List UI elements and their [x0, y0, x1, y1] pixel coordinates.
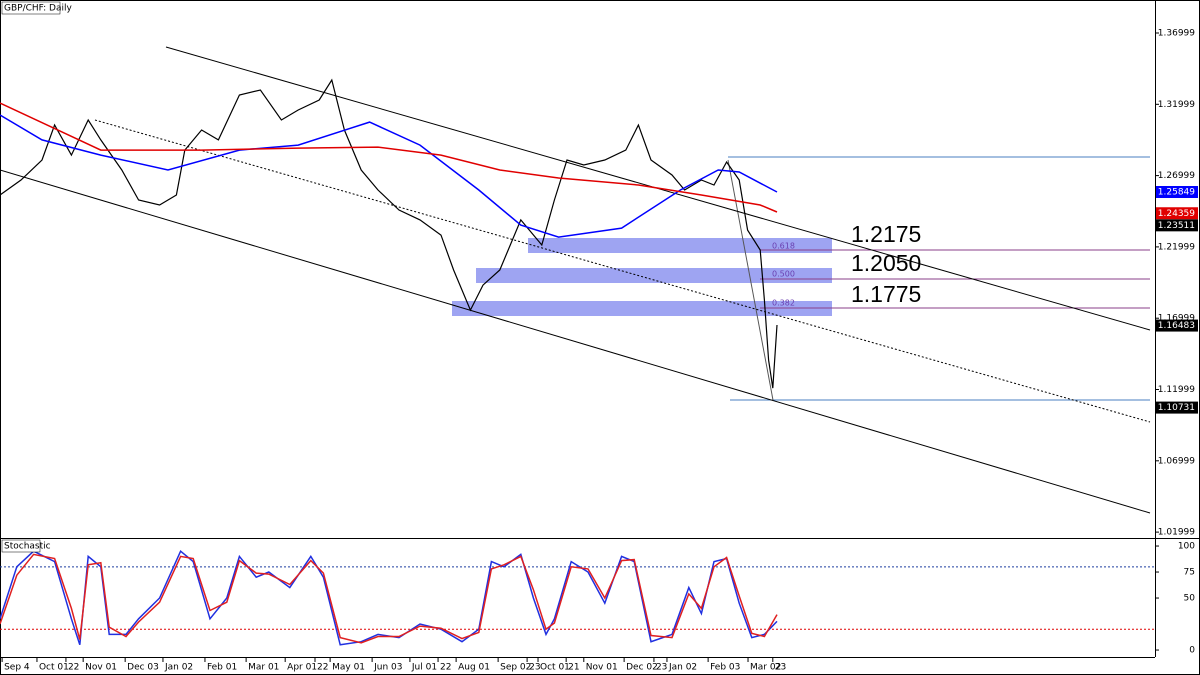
annotation: 1.2050: [851, 250, 921, 276]
x-tick-label: Nov 01: [85, 663, 117, 673]
series-line: [0, 78, 778, 389]
channel-lower: [0, 169, 1151, 514]
y-tick-label: 1.36999: [1158, 29, 1195, 39]
y-tick-label: 1.11999: [1158, 385, 1195, 395]
y-tick-label: 75: [1184, 568, 1195, 578]
price-tag: [1156, 207, 1198, 220]
x-tick-label: Jun 03: [373, 663, 402, 673]
fib-zone: [452, 301, 832, 316]
price-tag-label: 1.24359: [1158, 209, 1195, 219]
x-tick-label: Sep 4: [4, 663, 30, 673]
y-tick-label: 1.26999: [1158, 171, 1195, 181]
price-tag: [1156, 219, 1198, 232]
fib-zone: [528, 238, 832, 253]
y-tick-label: 1.01999: [1158, 528, 1195, 538]
fib-label: 0.618: [772, 242, 795, 251]
x-tick-label: Dec 02: [626, 663, 658, 673]
x-tick-label: Feb 03: [710, 663, 740, 673]
x-tick-label: 22: [317, 663, 328, 673]
x-tick-label: 23: [775, 663, 786, 673]
fib-label: 0.500: [772, 270, 795, 279]
y-tick-label: 0: [1189, 646, 1195, 656]
x-tick-label: Jan 02: [164, 663, 193, 673]
x-tick-label: Dec 03: [127, 663, 159, 673]
y-tick-label: 100: [1178, 542, 1195, 552]
x-tick-label: Mar 01: [248, 663, 279, 673]
price-tag: [1156, 186, 1198, 199]
indicator-box: [1, 539, 41, 553]
y-tick-label: 50: [1184, 594, 1196, 604]
channel-mid: [94, 119, 1151, 423]
price-tag: [1156, 319, 1198, 332]
series-line: [0, 553, 778, 644]
indicator-title: Stochastic: [4, 542, 51, 552]
price-tag-label: 1.16483: [1158, 321, 1195, 331]
x-tick-label: 23: [529, 663, 540, 673]
x-tick-label: Oct 01: [540, 663, 570, 673]
fib-trend: [727, 159, 774, 401]
x-tick-label: Mar 02: [750, 663, 781, 673]
title-box: [1, 1, 61, 15]
annotation: 1.2175: [851, 221, 921, 247]
y-tick-label: 1.06999: [1158, 456, 1195, 466]
fib-label: 0.382: [772, 299, 795, 308]
x-tick-label: 23: [656, 663, 667, 673]
series-line: [0, 102, 778, 213]
price-tag-label: 1.10731: [1158, 403, 1195, 413]
x-tick-label: Jul 01: [411, 663, 437, 673]
x-tick-label: Feb 01: [207, 663, 237, 673]
y-tick-label: 1.16999: [1158, 314, 1195, 324]
x-tick-label: Oct 01: [39, 663, 69, 673]
x-tick-label: Sep 02: [500, 663, 531, 673]
chart-title: GBP/CHF: Daily: [4, 4, 72, 14]
annotation: 1.1775: [851, 281, 921, 307]
x-tick-label: Nov 01: [586, 663, 618, 673]
y-tick-label: 1.31999: [1158, 100, 1195, 110]
price-tag-label: 1.25849: [1158, 188, 1195, 198]
x-tick-label: Aug 01: [458, 663, 490, 673]
y-tick-label: 1.21999: [1158, 242, 1195, 252]
fib-zone: [476, 268, 832, 283]
price-tag-label: 1.23511: [1158, 221, 1195, 231]
series-line: [0, 114, 778, 238]
x-tick-label: 21: [568, 663, 579, 673]
x-tick-label: Apr 01: [287, 663, 317, 673]
x-tick-label: Jan 02: [668, 663, 697, 673]
x-tick-label: 22: [440, 663, 451, 673]
price-tag: [1156, 401, 1198, 414]
x-tick-label: 22: [68, 663, 79, 673]
x-tick-label: May 01: [332, 663, 365, 673]
